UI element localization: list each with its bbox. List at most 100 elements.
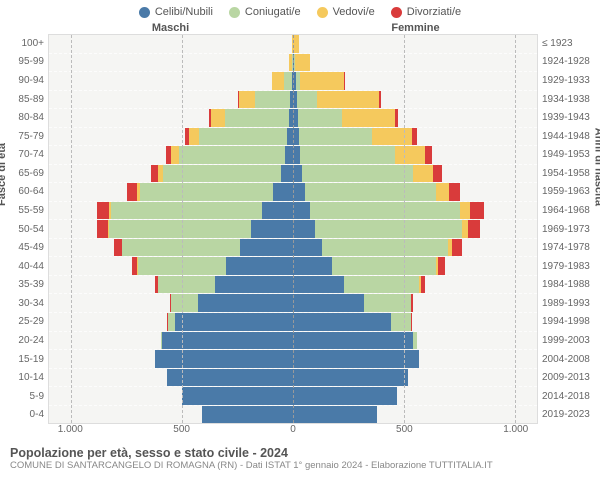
bar-male [49,146,293,164]
bar-segment [317,91,379,109]
legend-swatch [139,7,150,18]
bar-female [293,294,537,312]
bar-segment [239,91,255,109]
y-axis-right: ≤ 19231924-19281929-19331934-19381939-19… [538,34,600,424]
bar-segment [344,72,345,90]
bar-segment [462,220,469,238]
y-tick-age: 35-39 [0,276,48,295]
gridline [182,35,183,423]
bar-segment [293,35,299,53]
bar-male [49,165,293,183]
bar-segment [225,109,289,127]
chart-subtitle: COMUNE DI SANTARCANGELO DI ROMAGNA (RN) … [10,460,590,471]
bar-segment [332,257,436,275]
bar-segment [300,72,344,90]
bar-segment [391,313,411,331]
legend-item: Coniugati/e [229,6,301,18]
y-tick-birth: 1969-1973 [538,220,600,239]
bar-segment [293,257,332,275]
y-tick-age: 45-49 [0,238,48,257]
bar-segment [449,183,460,201]
bar-male [49,257,293,275]
legend-item: Celibi/Nubili [139,6,213,18]
gridline [515,35,516,423]
bar-segment [167,369,293,387]
legend-swatch [229,7,240,18]
bar-segment [293,202,310,220]
bar-male [49,72,293,90]
bar-segment [411,294,413,312]
gridline [71,35,72,423]
x-axis: 1.00050005001.000 [0,424,600,442]
bar-male [49,350,293,368]
y-tick-birth: 1929-1933 [538,71,600,90]
bar-segment [413,332,417,350]
pyramid-chart-container: { "legend": [ { "label": "Celibi/Nubili"… [0,0,600,500]
bar-male [49,54,293,72]
bar-female [293,387,537,405]
y-tick-birth: 1994-1998 [538,313,600,332]
y-tick-birth: 1934-1938 [538,90,600,109]
y-tick-birth: 1999-2003 [538,331,600,350]
bar-segment [293,183,305,201]
bar-male [49,220,293,238]
legend: Celibi/NubiliConiugati/eVedovi/eDivorzia… [0,0,600,22]
bar-female [293,183,537,201]
bar-segment [182,387,293,405]
bar-segment [293,220,315,238]
y-axis-left: 100+95-9990-9485-8980-8475-7970-7465-696… [0,34,48,424]
legend-swatch [317,7,328,18]
y-tick-birth: 2009-2013 [538,368,600,387]
bar-segment [171,294,198,312]
bar-segment [436,183,449,201]
y-tick-birth: 1944-1948 [538,127,600,146]
bar-segment [299,128,372,146]
bar-segment [262,202,293,220]
bar-segment [179,146,285,164]
bar-segment [127,183,137,201]
bar-male [49,332,293,350]
bar-male [49,91,293,109]
bar-segment [211,109,224,127]
bar-segment [342,109,395,127]
y-tick-birth: 1984-1988 [538,276,600,295]
column-headers: Maschi Femmine [0,22,600,34]
header-female: Femmine [293,22,538,34]
bar-segment [460,202,470,220]
bar-segment [395,146,425,164]
y-tick-age: 80-84 [0,108,48,127]
bar-segment [310,202,461,220]
bar-segment [163,165,281,183]
y-tick-birth: 2004-2008 [538,350,600,369]
x-tick: 500 [173,424,190,435]
bar-segment [199,128,288,146]
bar-segment [151,165,159,183]
y-tick-birth: 1979-1983 [538,257,600,276]
y-tick-age: 25-29 [0,313,48,332]
bar-segment [97,220,108,238]
bar-female [293,109,537,127]
header-male: Maschi [48,22,293,34]
bar-segment [293,146,300,164]
y-tick-birth: 1974-1978 [538,238,600,257]
bar-segment [255,91,290,109]
x-tick: 0 [290,424,296,435]
y-tick-age: 10-14 [0,368,48,387]
bar-segment [158,276,216,294]
y-axis-title-right: Anni di nascita [592,128,600,206]
bar-male [49,183,293,201]
legend-label: Coniugati/e [245,6,301,18]
bar-female [293,35,537,53]
bar-segment [171,146,179,164]
gridline [404,35,405,423]
legend-swatch [391,7,402,18]
chart-title: Popolazione per età, sesso e stato civil… [10,446,590,460]
footer: Popolazione per età, sesso e stato civil… [0,442,600,471]
bar-segment [111,202,262,220]
y-tick-age: 0-4 [0,406,48,425]
bar-segment [425,146,432,164]
y-tick-birth: 1964-1968 [538,201,600,220]
bar-female [293,91,537,109]
legend-label: Vedovi/e [333,6,375,18]
bar-male [49,202,293,220]
